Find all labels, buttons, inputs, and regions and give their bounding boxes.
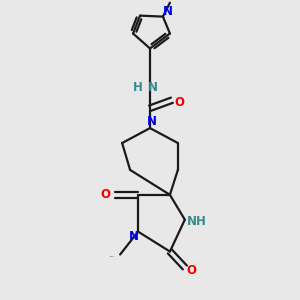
Text: N: N bbox=[148, 81, 158, 94]
Text: N: N bbox=[129, 230, 139, 243]
Text: methyl: methyl bbox=[110, 256, 115, 257]
Text: O: O bbox=[100, 188, 110, 201]
Text: N: N bbox=[163, 5, 173, 18]
Text: H: H bbox=[133, 81, 143, 94]
Text: O: O bbox=[187, 264, 197, 277]
Text: O: O bbox=[175, 96, 185, 109]
Text: N: N bbox=[147, 115, 157, 128]
Text: NH: NH bbox=[187, 215, 207, 228]
